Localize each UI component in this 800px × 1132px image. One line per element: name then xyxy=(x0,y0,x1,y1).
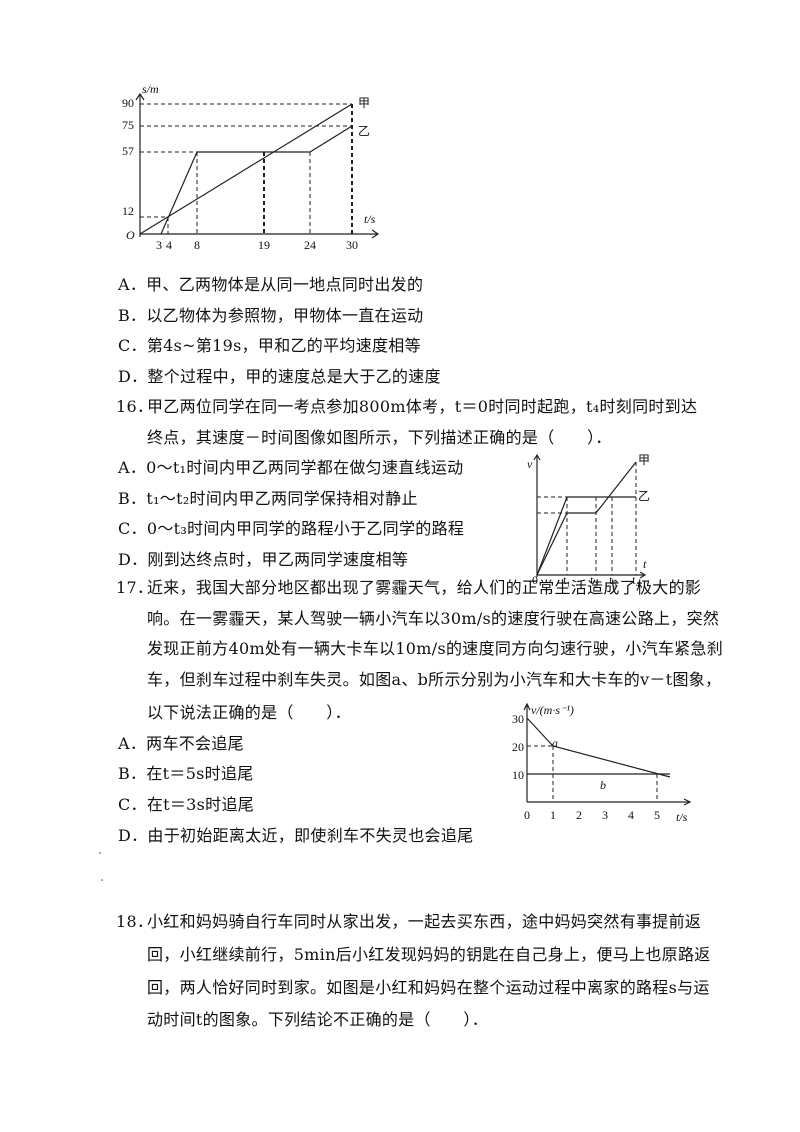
origin-label: O xyxy=(126,228,135,242)
figure-vt-graph: v t 0 t₁ t₂ t₃ t₄ 甲 乙 xyxy=(527,453,650,587)
y-tick-label: 75 xyxy=(122,118,134,132)
option: B．t₁～t₂时间内甲乙两同学保持相对静止 xyxy=(118,489,418,508)
x-tick-label: t₂ xyxy=(590,573,598,587)
question-number: 18． xyxy=(116,912,154,931)
x-tick-label: 1 xyxy=(550,808,556,822)
line-label: 乙 xyxy=(638,489,650,503)
question-stem: 以下说法正确的是（ ）． xyxy=(147,703,351,722)
line-label: 甲 xyxy=(358,96,370,110)
x-tick-label: t₁ xyxy=(563,573,571,587)
y-tick-label: 57 xyxy=(122,144,134,158)
y-axis-label: v xyxy=(527,457,533,471)
option: C．第4s~第19s，甲和乙的平均速度相等 xyxy=(118,336,421,355)
y-axis-label: v/(m·s⁻¹) xyxy=(531,703,574,717)
x-tick-label: 3 xyxy=(602,808,608,822)
option: D．刚到达终点时，甲乙两同学速度相等 xyxy=(118,550,409,569)
option: C．在t＝3s时追尾 xyxy=(118,795,255,814)
option: B．在t＝5s时追尾 xyxy=(118,764,254,783)
y-tick-label: 20 xyxy=(512,740,524,754)
x-tick-label: 4 xyxy=(628,808,634,822)
option: C．0～t₃时间内甲同学的路程小于乙同学的路程 xyxy=(118,519,465,538)
option: B．以乙物体为参照物，甲物体一直在运动 xyxy=(118,306,424,325)
x-tick-label: 0 xyxy=(524,808,530,822)
y-tick-label: 30 xyxy=(512,712,524,726)
x-tick-label: 5 xyxy=(654,808,660,822)
x-axis-label: t/s xyxy=(676,810,688,824)
figure-vt-graph: v/(m·s⁻¹) t/s 30 20 10 0 1 2 3 4 5 a b xyxy=(512,702,692,824)
option: D．整个过程中，甲的速度总是大于乙的速度 xyxy=(118,367,441,386)
x-tick-label: t₄ xyxy=(632,573,640,587)
line-label: 乙 xyxy=(358,124,370,138)
origin-label: 0 xyxy=(532,573,538,587)
option: A．0～t₁时间内甲乙两同学都在做匀速直线运动 xyxy=(118,458,464,477)
x-tick-label: t₃ xyxy=(609,573,617,587)
question-stem: 响。在一雾霾天，某人驾驶一辆小汽车以30m/s的速度行驶在高速公路上，突然 xyxy=(147,609,720,628)
question-stem: 终点，其速度－时间图像如图所示，下列描述正确的是（ ）． xyxy=(147,428,612,447)
option: A．两车不会追尾 xyxy=(118,734,244,753)
question-stem: 车，但刹车过程中刹车失灵。如图a、b所示分别为小汽车和大卡车的v－t图象， xyxy=(147,670,722,689)
question-stem: 小红和妈妈骑自行车同时从家出发，一起去买东西，途中妈妈突然有事提前返 xyxy=(147,912,702,931)
x-tick-label: 3 xyxy=(156,238,162,252)
question-stem: 发现正前方40m处有一辆大卡车以10m/s的速度同方向匀速行驶，小汽车紧急刹 xyxy=(147,639,724,658)
question-stem: 回，小红继续前行，5min后小红发现妈妈的钥匙在自己身上，便马上也原路返 xyxy=(147,945,711,964)
x-tick-label: 4 xyxy=(166,238,172,252)
figure-st-graph: s/m t/s O 90 75 57 12 3 4 8 19 24 30 甲 乙 xyxy=(122,82,380,252)
line-label: a xyxy=(552,736,558,750)
y-tick-label: 90 xyxy=(122,96,134,110)
option: D．由于初始距离太近，即使刹车不失灵也会追尾 xyxy=(118,826,474,845)
x-axis-label: t xyxy=(643,557,647,571)
question-number: 17． xyxy=(116,578,154,597)
x-tick-label: 8 xyxy=(194,238,200,252)
y-axis-label: s/m xyxy=(142,82,159,96)
stray-marks xyxy=(99,852,103,881)
y-tick-label: 12 xyxy=(122,204,134,218)
question-stem: 近来，我国大部分地区都出现了雾霾天气，给人们的正常生活造成了极大的影 xyxy=(147,578,702,597)
x-tick-label: 24 xyxy=(304,238,316,252)
option: A．甲、乙两物体是从同一地点同时出发的 xyxy=(118,275,424,294)
x-tick-label: 2 xyxy=(576,808,582,822)
x-tick-label: 19 xyxy=(258,238,270,252)
x-axis-label: t/s xyxy=(364,212,376,226)
y-tick-label: 10 xyxy=(512,768,524,782)
line-label: b xyxy=(600,778,606,792)
question-stem: 动时间t的图象。下列结论不正确的是（ ）． xyxy=(147,1010,489,1029)
question-stem: 回，两人恰好同时到家。如图是小红和妈妈在整个运动过程中离家的路程s与运 xyxy=(147,978,710,997)
question-stem: 甲乙两位同学在同一考点参加800m体考，t＝0时同时起跑，t₄时刻同时到达 xyxy=(147,397,698,416)
question-number: 16． xyxy=(116,397,154,416)
x-tick-label: 30 xyxy=(346,238,358,252)
line-label: 甲 xyxy=(638,453,650,467)
